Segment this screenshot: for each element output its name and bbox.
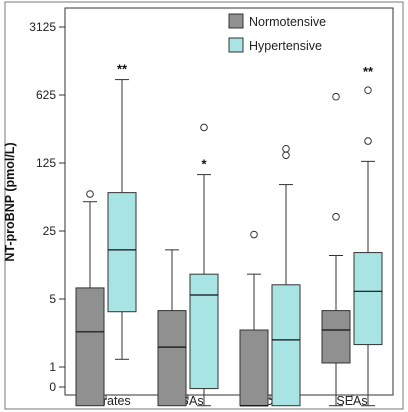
box-iqr — [271, 284, 301, 407]
box-iqr — [157, 310, 187, 407]
outlier-point — [364, 86, 372, 95]
legend-label: Hypertensive — [249, 39, 322, 53]
y-tick-label: 25 — [43, 224, 57, 238]
x-category-label: SEAs — [336, 394, 367, 408]
significance-marker: ** — [363, 64, 374, 79]
box-iqr — [75, 287, 105, 407]
box-hypertensive-seas — [353, 86, 383, 407]
box-iqr — [321, 310, 351, 364]
outlier-point — [332, 92, 340, 101]
significance-marker: * — [201, 157, 207, 172]
y-tick-label: 5 — [49, 292, 56, 306]
box-iqr — [189, 273, 219, 390]
box-hypertensive-emirates — [107, 79, 137, 360]
legend: Normotensive Hypertensive — [228, 13, 326, 53]
legend-label: Normotensive — [249, 15, 326, 29]
outlier-point — [282, 151, 290, 160]
legend-swatch — [228, 37, 244, 53]
legend-swatch — [228, 13, 244, 29]
annotation-layer: ***** — [117, 62, 374, 172]
y-tick-label: 1 — [49, 360, 56, 374]
figure-border — [4, 1, 404, 410]
outlier-point — [332, 212, 340, 221]
outlier-point — [282, 144, 290, 153]
outlier-point — [364, 137, 372, 145]
y-axis-title: NT-proBNP (pmol/L) — [3, 142, 17, 261]
box-iqr — [107, 192, 137, 313]
box-normotensive-emirates — [75, 190, 105, 407]
box-hypertensive-ngas — [189, 123, 219, 407]
box-iqr — [353, 252, 383, 346]
outlier-point — [250, 230, 258, 239]
y-tick-label: 625 — [36, 88, 56, 102]
y-tick-label: 125 — [36, 156, 56, 170]
significance-marker: ** — [117, 62, 128, 77]
box-normotensive-ngas — [157, 249, 187, 407]
outlier-point — [86, 190, 94, 198]
box-iqr — [239, 329, 269, 407]
y-tick-label: 3125 — [29, 20, 56, 34]
box-layer — [75, 79, 383, 407]
box-normotensive-africans — [239, 230, 269, 407]
y-tick-label: 0 — [49, 380, 56, 394]
plot-frame — [64, 7, 394, 396]
box-hypertensive-africans — [271, 144, 301, 407]
outlier-point — [200, 123, 208, 132]
box-normotensive-seas — [321, 92, 351, 407]
